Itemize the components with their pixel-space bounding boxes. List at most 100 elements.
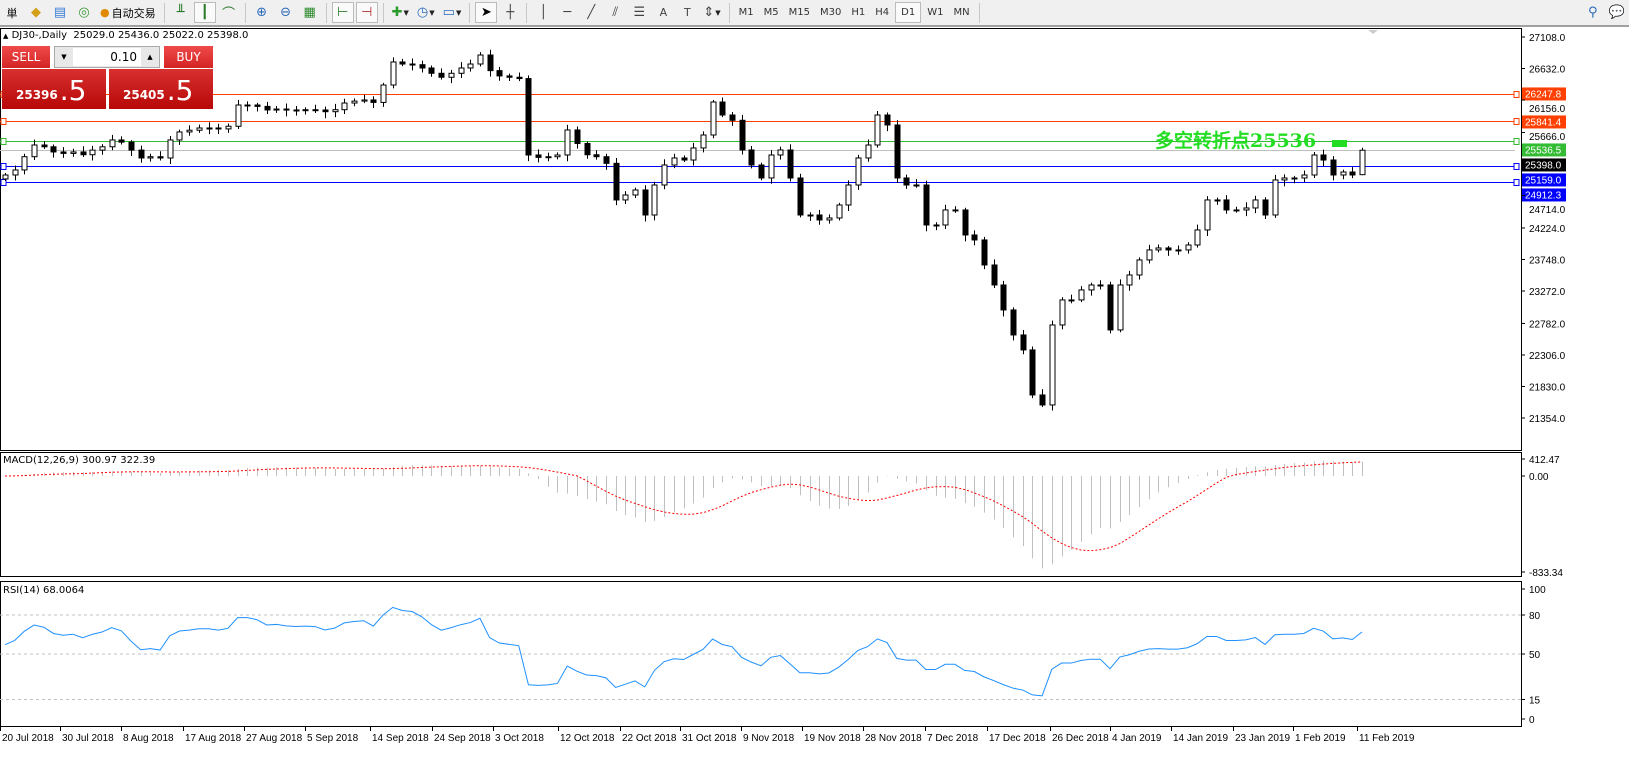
timeframe-m5[interactable]: M5: [763, 7, 779, 18]
candle-body: [777, 149, 784, 156]
candle: [244, 101, 251, 112]
equidistant-channel-icon[interactable]: ⫽: [612, 5, 619, 20]
timeframe-w1[interactable]: W1: [927, 7, 944, 18]
timeframe-m15[interactable]: M15: [788, 7, 810, 18]
candle-body: [1059, 299, 1066, 326]
candle: [128, 140, 135, 156]
crosshair-icon[interactable]: ┼: [506, 5, 515, 20]
tile-windows-icon[interactable]: ▦: [303, 5, 316, 20]
candle: [710, 99, 717, 139]
pivot-annotation[interactable]: 多空转折点25536: [1155, 130, 1317, 152]
chat-icon[interactable]: 💬: [1608, 5, 1625, 20]
candle: [1185, 242, 1192, 254]
line-chart-icon[interactable]: ⌒: [222, 7, 236, 22]
candle-body: [60, 151, 67, 154]
candle: [719, 97, 726, 118]
candle: [942, 204, 949, 230]
candlestick-chart-icon[interactable]: ┃: [193, 2, 216, 23]
timeframe-d1[interactable]: D1: [895, 2, 922, 23]
zoom-in-icon[interactable]: ⊕: [256, 5, 268, 20]
lot-size-input[interactable]: ▼ 0.10 ▲: [54, 46, 160, 68]
level-price-label: 25159.0: [1525, 175, 1562, 186]
sell-price[interactable]: 25396 .5: [2, 69, 106, 109]
timeframe-m1[interactable]: M1: [738, 7, 754, 18]
text-icon[interactable]: A: [659, 6, 668, 19]
candle-body: [438, 72, 445, 78]
candle: [690, 142, 697, 166]
candle: [293, 105, 300, 116]
candle: [971, 230, 978, 246]
candle: [118, 136, 125, 145]
horizontal-line-icon[interactable]: ─: [563, 5, 572, 20]
price-axis-label: 22782.0: [1529, 319, 1566, 330]
vertical-line-icon[interactable]: │: [539, 5, 548, 20]
periods-icon[interactable]: ◷ ▼: [416, 5, 435, 20]
price-axis-label: 21354.0: [1529, 414, 1566, 425]
candle-body: [370, 99, 377, 103]
autotrade-button[interactable]: ● 自动交易: [97, 2, 159, 23]
candle: [933, 222, 940, 231]
candle-body: [884, 114, 891, 126]
candle: [768, 150, 775, 184]
text-label-icon[interactable]: T: [683, 6, 691, 19]
candle-body: [797, 177, 804, 216]
rsi-line: [4, 606, 1363, 697]
candle: [157, 151, 164, 161]
candle: [176, 129, 183, 145]
candle-body: [525, 78, 532, 156]
candle-body: [283, 108, 290, 111]
candle: [1243, 202, 1250, 217]
timeframe-h1[interactable]: H1: [851, 7, 866, 18]
level-price-label: 25841.4: [1525, 117, 1562, 128]
candle-body: [89, 149, 96, 156]
rsi-axis-label: 80: [1529, 611, 1541, 622]
candle-body: [419, 64, 426, 69]
collapse-icon[interactable]: ▲: [3, 32, 9, 40]
buy-button[interactable]: BUY: [164, 46, 213, 68]
timeframe-mn[interactable]: MN: [953, 7, 970, 18]
candle: [1340, 169, 1347, 180]
candle-body: [1320, 154, 1327, 161]
bar-chart-icon[interactable]: ╨: [176, 5, 185, 20]
candle-body: [1020, 334, 1027, 351]
candle-body: [971, 234, 978, 241]
zoom-out-icon[interactable]: ⊖: [280, 5, 292, 20]
autoscroll-icon[interactable]: ⊢: [331, 2, 354, 23]
arrows-icon[interactable]: ⇕ ▼: [703, 5, 721, 20]
history-icon[interactable]: ◆: [31, 5, 41, 20]
lot-value[interactable]: 0.10: [73, 48, 141, 66]
cursor-icon[interactable]: ➤: [475, 2, 498, 23]
timeframe-h4[interactable]: H4: [875, 7, 890, 18]
candle: [254, 102, 261, 112]
pivot-marker[interactable]: [1332, 140, 1347, 147]
candle-body: [390, 61, 397, 86]
candle: [826, 214, 833, 224]
candle: [923, 180, 930, 232]
signals-icon[interactable]: ◎: [78, 5, 90, 20]
lot-decrease-icon[interactable]: ▼: [61, 53, 67, 61]
fibonacci-icon[interactable]: ☰: [633, 5, 646, 20]
rsi-axis-label: 100: [1529, 585, 1546, 596]
candle-body: [2, 174, 9, 180]
separator: [244, 2, 246, 23]
indicators-icon[interactable]: ✚ ▼: [391, 5, 409, 20]
candle-body: [719, 101, 726, 116]
candle-body: [584, 142, 591, 156]
level-handle-right: [1513, 138, 1520, 145]
sell-button[interactable]: SELL: [2, 46, 50, 68]
candle: [787, 144, 794, 182]
search-icon[interactable]: ⚲: [1588, 5, 1598, 20]
candle-body: [506, 75, 513, 78]
price-axis-label: 24224.0: [1529, 224, 1566, 235]
buy-price[interactable]: 25405 .5: [109, 69, 213, 109]
timeframe-m30[interactable]: M30: [819, 7, 842, 18]
chart-shift-icon[interactable]: ⊣: [355, 2, 378, 23]
date-axis-label: 7 Dec 2018: [927, 733, 979, 744]
lot-increase-icon[interactable]: ▲: [147, 53, 153, 61]
candle: [31, 139, 38, 160]
terminal-icon[interactable]: ▤: [53, 5, 67, 20]
templates-icon[interactable]: ▭ ▼: [442, 5, 462, 20]
date-axis-label: 14 Sep 2018: [372, 733, 429, 744]
trendline-icon[interactable]: ╱: [587, 5, 596, 20]
